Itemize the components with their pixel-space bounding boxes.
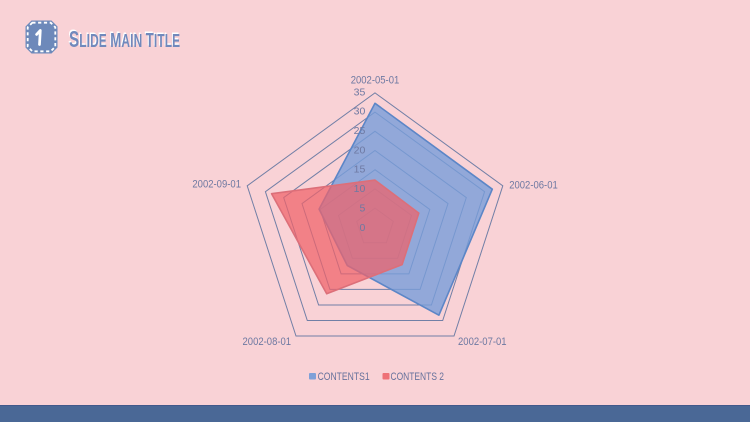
svg-text:2002-09-01: 2002-09-01 <box>192 179 241 191</box>
svg-text:35: 35 <box>354 86 366 98</box>
svg-text:25: 25 <box>354 125 366 137</box>
svg-text:2002-06-01: 2002-06-01 <box>509 179 558 191</box>
svg-text:CONTENTS1: CONTENTS1 <box>318 371 370 383</box>
svg-text:10: 10 <box>354 183 366 195</box>
svg-text:30: 30 <box>354 106 366 118</box>
svg-text:CONTENTS 2: CONTENTS 2 <box>391 371 445 383</box>
svg-text:2002-08-01: 2002-08-01 <box>243 336 292 348</box>
svg-text:0: 0 <box>359 222 365 234</box>
svg-text:2002-07-01: 2002-07-01 <box>458 336 507 348</box>
svg-text:5: 5 <box>359 202 365 214</box>
svg-text:15: 15 <box>354 164 366 176</box>
svg-text:2002-05-01: 2002-05-01 <box>351 74 400 86</box>
svg-text:20: 20 <box>354 144 366 156</box>
